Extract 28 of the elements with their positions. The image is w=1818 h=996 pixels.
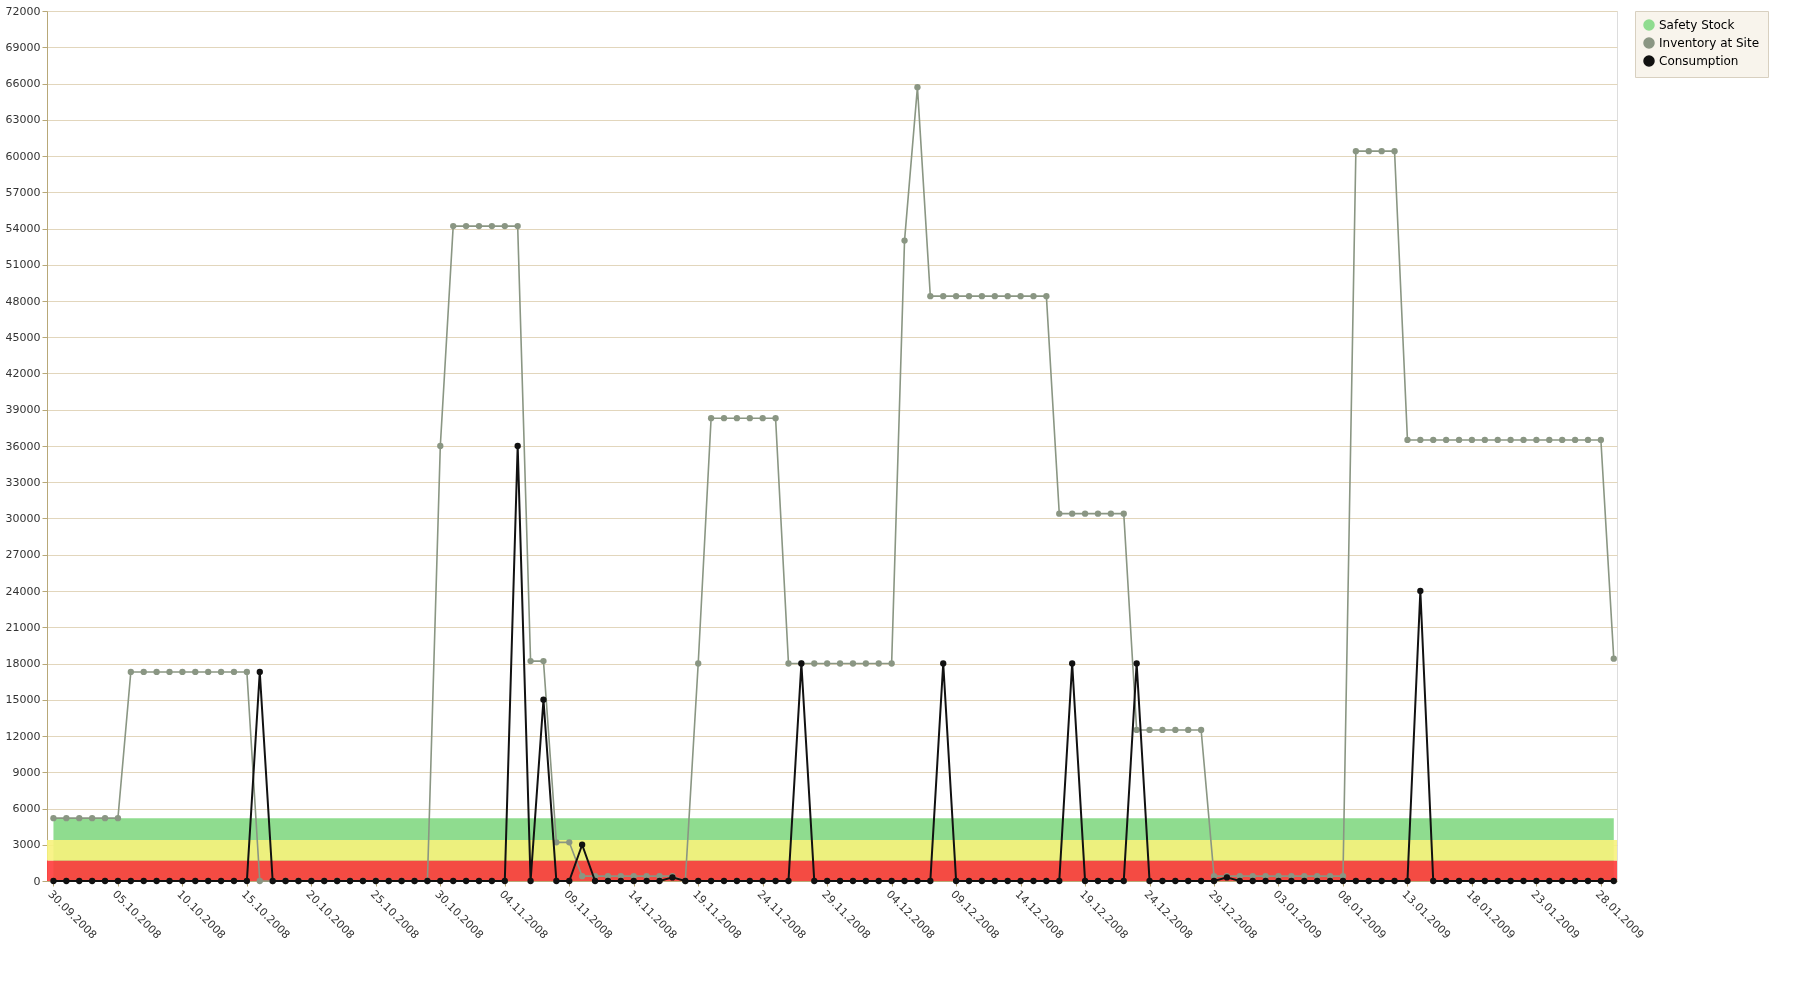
- y-tick-label: 21000: [5, 620, 41, 634]
- y-tick-label: 9000: [12, 765, 41, 779]
- y-tick-label: 33000: [5, 475, 41, 489]
- y-tick-label: 0: [33, 874, 41, 888]
- legend-label: Consumption: [1659, 54, 1739, 68]
- y-tick-label: 72000: [5, 4, 41, 18]
- y-tick-label: 51000: [5, 258, 41, 272]
- legend-label: Safety Stock: [1659, 18, 1735, 32]
- y-tick-label: 42000: [5, 367, 41, 380]
- y-tick-label: 36000: [5, 439, 41, 453]
- y-tick-label: 57000: [5, 185, 41, 199]
- y-tick-label: 39000: [5, 403, 41, 417]
- y-tick-label: 63000: [5, 113, 41, 127]
- y-tick-label: 69000: [5, 40, 41, 54]
- y-tick-label: 60000: [5, 149, 41, 163]
- y-tick-label: 24000: [5, 584, 41, 598]
- y-tick-label: 3000: [12, 838, 41, 852]
- legend-label: Inventory at Site: [1659, 36, 1760, 50]
- y-tick-label: 54000: [5, 222, 41, 235]
- y-tick-label: 12000: [5, 729, 41, 743]
- y-tick-label: 48000: [5, 294, 41, 308]
- y-tick-label: 27000: [5, 548, 41, 562]
- y-tick-label: 30000: [5, 512, 41, 525]
- y-tick-label: 66000: [5, 77, 41, 90]
- y-tick-label: 6000: [12, 802, 41, 815]
- y-tick-label: 18000: [5, 657, 41, 670]
- y-tick-label: 45000: [5, 330, 41, 344]
- y-tick-label: 15000: [5, 693, 41, 707]
